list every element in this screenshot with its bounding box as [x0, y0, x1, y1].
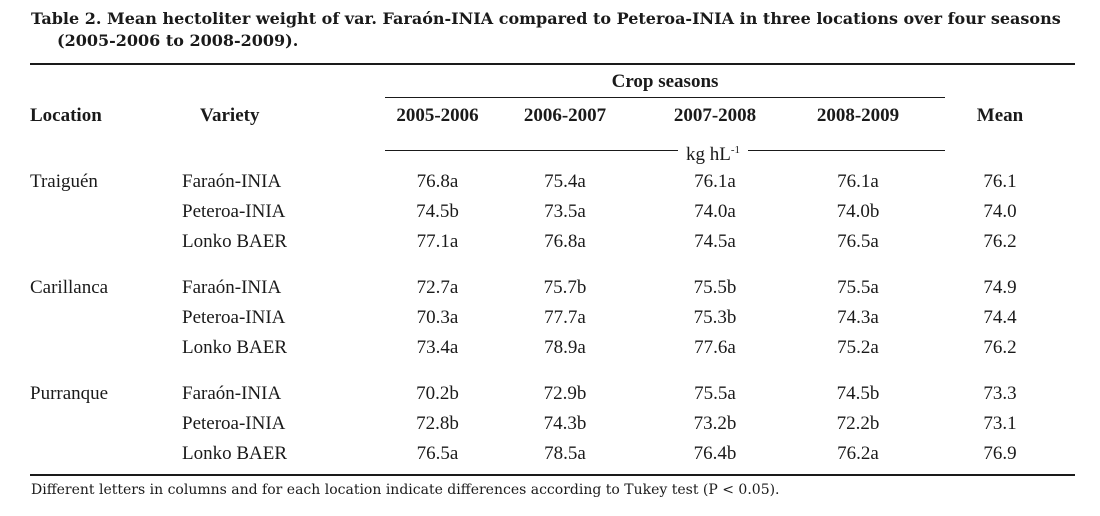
value-cell: 76.8a: [416, 171, 459, 192]
value-cell: 75.3b: [693, 307, 737, 328]
mean-column-header: Mean: [976, 105, 1024, 126]
value-cell: 72.7a: [416, 277, 459, 298]
crop-seasons-header: Crop seasons: [611, 71, 719, 92]
value-cell: 75.5b: [693, 277, 737, 298]
value-cell: 75.2a: [837, 337, 879, 358]
value-cell: 77.1a: [416, 231, 459, 252]
season-column-header: 2007-2008: [673, 105, 757, 126]
location-label: Carillanca: [30, 277, 109, 298]
units-exponent: -1: [730, 144, 741, 156]
variety-cell: Lonko BAER: [182, 337, 288, 358]
units-text: kg hL: [686, 144, 731, 165]
location-label: Purranque: [30, 383, 109, 404]
value-cell: 78.9a: [544, 337, 586, 358]
season-column-header: 2006-2007: [523, 105, 607, 126]
variety-cell: Faraón-INIA: [182, 171, 282, 192]
table-bottom-rule: [30, 474, 1075, 476]
value-cell: 74.5a: [694, 231, 736, 252]
mean-cell: 73.1: [983, 413, 1017, 434]
value-cell: 76.1a: [837, 171, 879, 192]
value-cell: 75.5a: [837, 277, 879, 298]
mean-cell: 73.3: [983, 383, 1017, 404]
mean-cell: 74.4: [983, 307, 1017, 328]
value-cell: 76.2a: [837, 443, 879, 464]
variety-cell: Lonko BAER: [182, 231, 288, 252]
value-cell: 72.9b: [543, 383, 587, 404]
value-cell: 74.3b: [543, 413, 587, 434]
value-cell: 76.5a: [416, 443, 459, 464]
table-top-rule: [30, 63, 1075, 65]
value-cell: 75.5a: [694, 383, 736, 404]
value-cell: 70.2b: [416, 383, 459, 404]
value-cell: 74.0b: [836, 201, 880, 222]
value-cell: 74.5b: [836, 383, 880, 404]
value-cell: 76.1a: [694, 171, 736, 192]
value-cell: 77.6a: [694, 337, 736, 358]
value-cell: 75.7b: [543, 277, 587, 298]
value-cell: 76.8a: [544, 231, 586, 252]
location-label: Traiguén: [30, 171, 98, 192]
caption-line-1: Table 2. Mean hectoliter weight of var. …: [31, 9, 1061, 28]
value-cell: 78.5a: [544, 443, 586, 464]
table-footnote: Different letters in columns and for eac…: [31, 482, 780, 498]
variety-column-header: Variety: [200, 105, 260, 126]
value-cell: 73.5a: [544, 201, 586, 222]
variety-cell: Peteroa-INIA: [182, 307, 286, 328]
value-cell: 73.4a: [416, 337, 459, 358]
value-cell: 72.2b: [836, 413, 880, 434]
value-cell: 76.5a: [837, 231, 879, 252]
mean-cell: 74.0: [983, 201, 1017, 222]
value-cell: 70.3a: [416, 307, 459, 328]
variety-cell: Lonko BAER: [182, 443, 288, 464]
variety-cell: Peteroa-INIA: [182, 201, 286, 222]
mean-cell: 74.9: [983, 277, 1017, 298]
variety-cell: Peteroa-INIA: [182, 413, 286, 434]
value-cell: 77.7a: [544, 307, 586, 328]
value-cell: 73.2b: [693, 413, 737, 434]
mean-cell: 76.2: [983, 231, 1017, 252]
variety-cell: Faraón-INIA: [182, 277, 282, 298]
mean-cell: 76.1: [983, 171, 1017, 192]
value-cell: 76.4b: [693, 443, 737, 464]
variety-cell: Faraón-INIA: [182, 383, 282, 404]
value-cell: 75.4a: [544, 171, 586, 192]
mean-cell: 76.2: [983, 337, 1017, 358]
value-cell: 74.0a: [694, 201, 736, 222]
table-caption: Table 2. Mean hectoliter weight of var. …: [31, 8, 1081, 52]
value-cell: 74.3a: [837, 307, 879, 328]
season-column-header: 2005-2006: [396, 105, 479, 126]
units-line: [385, 150, 945, 151]
mean-cell: 76.9: [983, 443, 1017, 464]
crop-seasons-underline: [385, 97, 945, 98]
caption-line-2: (2005-2006 to 2008-2009).: [57, 31, 299, 50]
location-column-header: Location: [30, 105, 102, 126]
units-label: kg hL-1: [678, 138, 749, 167]
value-cell: 72.8b: [416, 413, 459, 434]
value-cell: 74.5b: [416, 201, 459, 222]
season-column-header: 2008-2009: [816, 105, 900, 126]
